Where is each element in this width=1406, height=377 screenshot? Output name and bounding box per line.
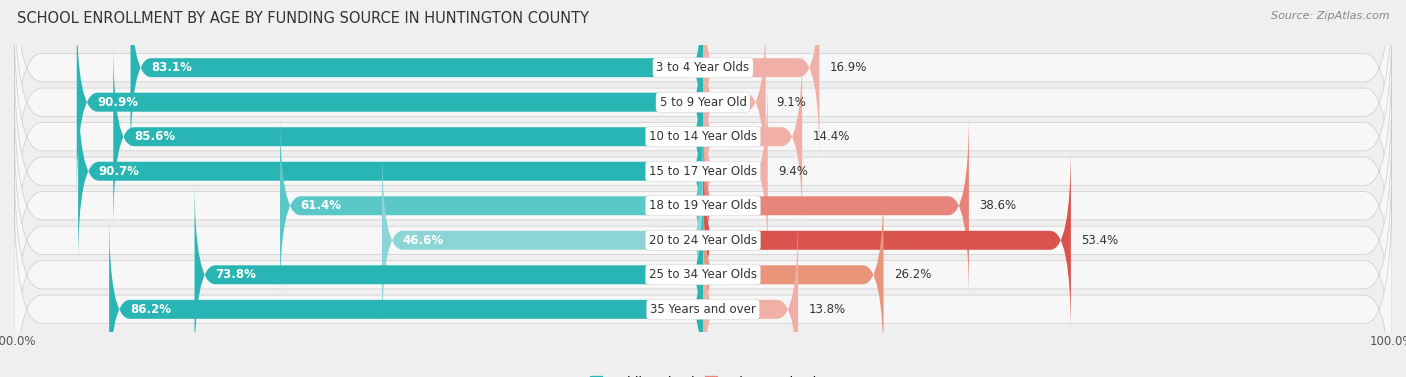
FancyBboxPatch shape: [110, 215, 703, 377]
Text: 15 to 17 Year Olds: 15 to 17 Year Olds: [650, 165, 756, 178]
FancyBboxPatch shape: [14, 116, 1392, 364]
FancyBboxPatch shape: [703, 77, 768, 265]
FancyBboxPatch shape: [382, 146, 703, 334]
FancyBboxPatch shape: [703, 215, 799, 377]
Text: 85.6%: 85.6%: [134, 130, 176, 143]
FancyBboxPatch shape: [131, 0, 703, 162]
FancyBboxPatch shape: [14, 0, 1392, 226]
Text: 9.1%: 9.1%: [776, 96, 806, 109]
Text: 38.6%: 38.6%: [979, 199, 1017, 212]
Text: 73.8%: 73.8%: [215, 268, 256, 281]
Text: 46.6%: 46.6%: [402, 234, 444, 247]
FancyBboxPatch shape: [14, 47, 1392, 295]
Text: SCHOOL ENROLLMENT BY AGE BY FUNDING SOURCE IN HUNTINGTON COUNTY: SCHOOL ENROLLMENT BY AGE BY FUNDING SOUR…: [17, 11, 589, 26]
Text: 3 to 4 Year Olds: 3 to 4 Year Olds: [657, 61, 749, 74]
FancyBboxPatch shape: [77, 8, 703, 196]
FancyBboxPatch shape: [703, 0, 820, 162]
FancyBboxPatch shape: [14, 151, 1392, 377]
FancyBboxPatch shape: [14, 82, 1392, 330]
FancyBboxPatch shape: [114, 43, 703, 231]
Legend: Public School, Private School: Public School, Private School: [589, 375, 817, 377]
FancyBboxPatch shape: [194, 181, 703, 369]
Text: 90.7%: 90.7%: [98, 165, 139, 178]
Text: 18 to 19 Year Olds: 18 to 19 Year Olds: [650, 199, 756, 212]
Text: 16.9%: 16.9%: [830, 61, 868, 74]
Text: 26.2%: 26.2%: [894, 268, 931, 281]
FancyBboxPatch shape: [703, 181, 883, 369]
Text: Source: ZipAtlas.com: Source: ZipAtlas.com: [1271, 11, 1389, 21]
FancyBboxPatch shape: [280, 112, 703, 300]
Text: 5 to 9 Year Old: 5 to 9 Year Old: [659, 96, 747, 109]
FancyBboxPatch shape: [79, 77, 703, 265]
FancyBboxPatch shape: [703, 8, 766, 196]
Text: 14.4%: 14.4%: [813, 130, 849, 143]
FancyBboxPatch shape: [703, 43, 803, 231]
Text: 10 to 14 Year Olds: 10 to 14 Year Olds: [650, 130, 756, 143]
Text: 9.4%: 9.4%: [778, 165, 808, 178]
FancyBboxPatch shape: [703, 112, 969, 300]
Text: 13.8%: 13.8%: [808, 303, 845, 316]
FancyBboxPatch shape: [703, 146, 1071, 334]
FancyBboxPatch shape: [14, 185, 1392, 377]
Text: 86.2%: 86.2%: [129, 303, 170, 316]
Text: 25 to 34 Year Olds: 25 to 34 Year Olds: [650, 268, 756, 281]
FancyBboxPatch shape: [14, 0, 1392, 192]
FancyBboxPatch shape: [14, 13, 1392, 261]
Text: 90.9%: 90.9%: [97, 96, 138, 109]
Text: 20 to 24 Year Olds: 20 to 24 Year Olds: [650, 234, 756, 247]
Text: 53.4%: 53.4%: [1081, 234, 1118, 247]
Text: 61.4%: 61.4%: [301, 199, 342, 212]
Text: 83.1%: 83.1%: [152, 61, 193, 74]
Text: 35 Years and over: 35 Years and over: [650, 303, 756, 316]
